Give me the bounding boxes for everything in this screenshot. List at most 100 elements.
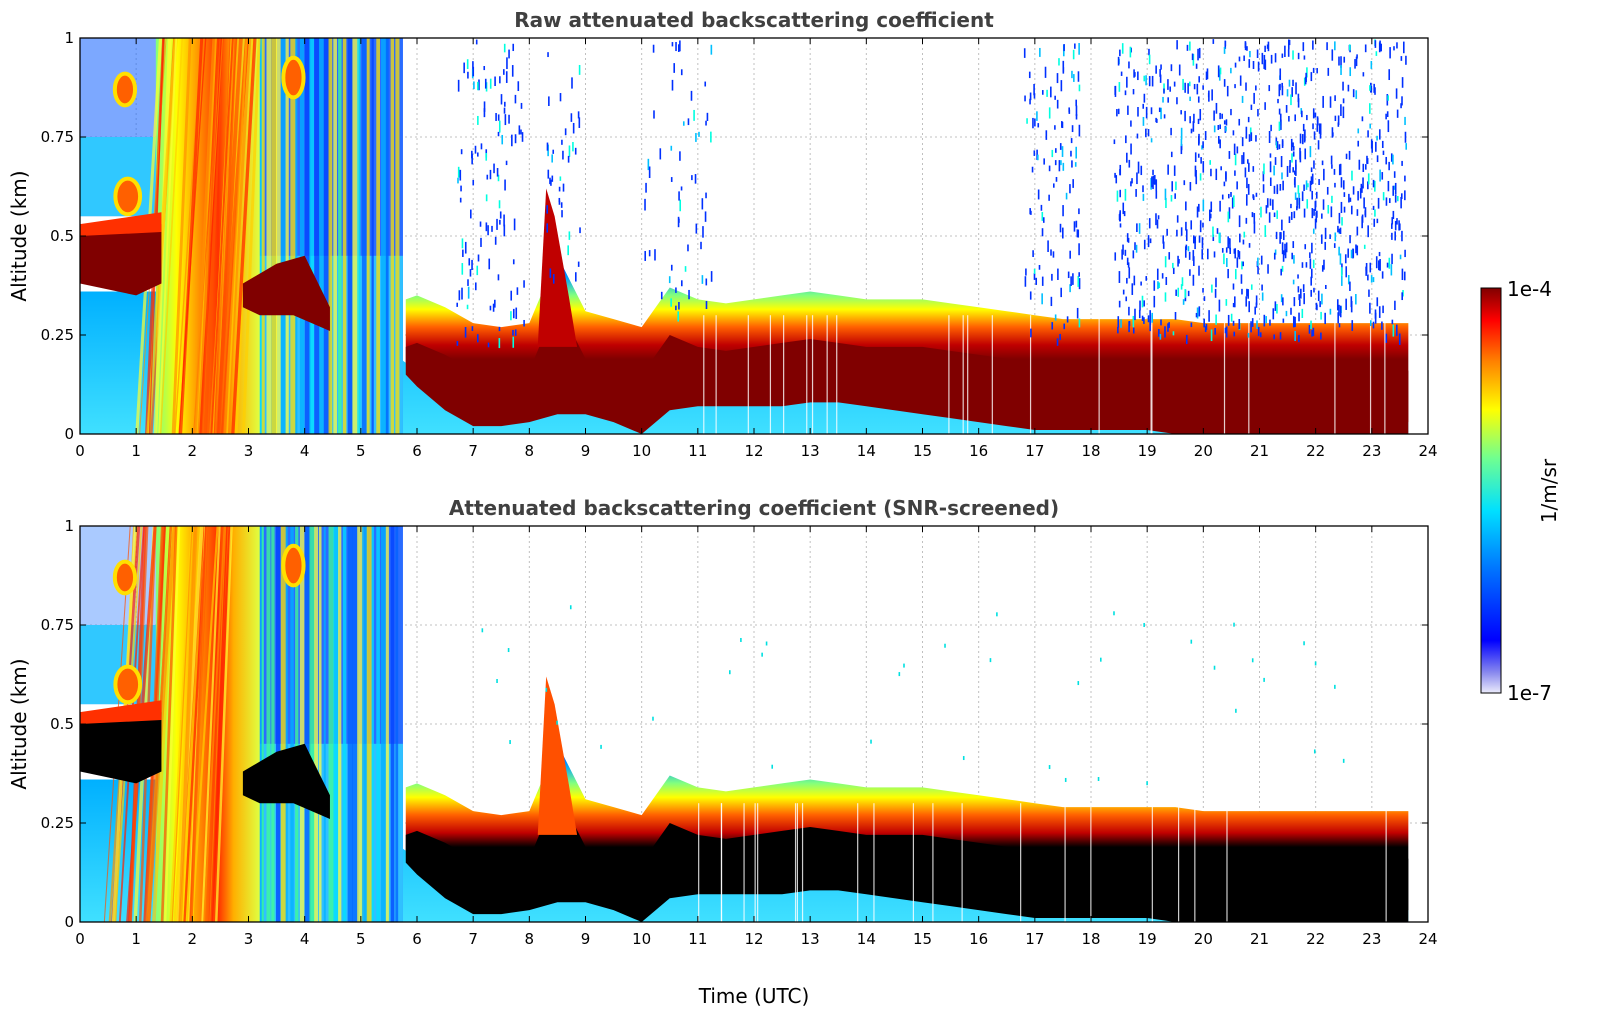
- precip-streak: [385, 38, 389, 434]
- noise-speckle: [1137, 107, 1139, 117]
- noise-speckle: [1070, 276, 1072, 286]
- noise-speckle: [1149, 238, 1152, 244]
- noise-speckle: [1309, 258, 1312, 269]
- precip-streak: [214, 38, 235, 434]
- noise-speckle: [463, 62, 465, 74]
- precip-streak: [290, 526, 294, 922]
- x-tick-label: 12: [744, 442, 763, 460]
- noise-speckle: [476, 334, 479, 343]
- noise-speckle: [1066, 316, 1069, 323]
- noise-speckle: [1118, 300, 1121, 308]
- noise-speckle: [1061, 146, 1064, 157]
- noise-speckle: [1040, 204, 1043, 211]
- noise-speckle: [1334, 95, 1336, 102]
- noise-speckle: [1159, 333, 1162, 340]
- precip-streak: [201, 526, 221, 922]
- precip-streak: [376, 38, 380, 434]
- noise-speckle: [1024, 276, 1027, 287]
- noise-speckle: [1266, 198, 1269, 208]
- noise-speckle: [460, 149, 463, 155]
- noise-speckle: [1050, 296, 1053, 307]
- x-tick-label: 5: [356, 930, 366, 948]
- noise-speckle: [1163, 88, 1165, 94]
- noise-speckle: [1202, 288, 1204, 293]
- noise-speckle: [677, 44, 680, 52]
- noise-speckle: [1133, 69, 1135, 78]
- noise-speckle: [1225, 247, 1228, 253]
- noise-speckle: [514, 134, 517, 144]
- noise-speckle: [1223, 120, 1226, 125]
- noise-speckle: [1312, 40, 1314, 50]
- noise-speckle: [1033, 273, 1036, 280]
- x-tick-label: 7: [468, 442, 478, 460]
- x-tick-label: 14: [857, 930, 876, 948]
- noise-speckle: [1148, 76, 1151, 87]
- noise-speckle: [1206, 68, 1209, 80]
- noise-speckle: [1116, 109, 1118, 117]
- noise-speckle: [1030, 210, 1032, 215]
- noise-speckle: [1292, 146, 1295, 151]
- noise-speckle: [1136, 223, 1138, 232]
- noise-speckle: [1241, 288, 1243, 295]
- x-tick-label: 16: [969, 930, 988, 948]
- noise-speckle: [1275, 141, 1278, 148]
- noise-speckle: [698, 131, 700, 137]
- noise-speckle: [1164, 292, 1167, 302]
- noise-speckle: [1077, 229, 1080, 238]
- noise-speckle: [1313, 749, 1316, 754]
- noise-speckle: [1173, 165, 1176, 176]
- noise-speckle: [1234, 62, 1237, 68]
- noise-speckle: [1078, 208, 1080, 215]
- noise-speckle: [1285, 310, 1288, 317]
- noise-speckle: [1313, 208, 1315, 216]
- noise-speckle: [505, 160, 508, 166]
- noise-speckle: [1310, 276, 1312, 286]
- data-gap: [796, 803, 799, 922]
- noise-speckle: [1329, 96, 1332, 108]
- y-axis-raw: 0 0.25 0.5 0.75 1: [41, 29, 1428, 443]
- precip-streak: [215, 38, 243, 434]
- x-tick-label: 13: [801, 930, 820, 948]
- precip-streak: [231, 38, 257, 434]
- noise-speckle: [1211, 89, 1213, 101]
- noise-speckle: [1405, 55, 1407, 65]
- noise-speckle: [1269, 319, 1271, 326]
- noise-speckle: [1167, 79, 1169, 90]
- noise-speckle: [1198, 235, 1201, 243]
- noise-speckle: [561, 139, 563, 145]
- noise-speckle: [494, 236, 497, 245]
- noise-speckle: [1281, 139, 1284, 148]
- noise-speckle: [1404, 116, 1406, 126]
- noise-speckle: [1149, 314, 1152, 325]
- noise-speckle: [1141, 315, 1144, 321]
- noise-speckle: [1298, 294, 1301, 301]
- noise-speckle: [652, 716, 654, 721]
- noise-speckle: [1297, 185, 1300, 195]
- noise-speckle: [1218, 299, 1221, 312]
- noise-speckle: [1246, 177, 1248, 189]
- noise-speckle: [1367, 181, 1369, 190]
- noise-speckle: [1309, 252, 1311, 259]
- noise-speckle: [1292, 316, 1295, 328]
- noise-speckle: [1292, 279, 1295, 285]
- noise-speckle: [1198, 306, 1201, 317]
- noise-speckle: [695, 133, 697, 142]
- noise-speckle: [1189, 96, 1191, 102]
- noise-speckle: [1292, 167, 1294, 173]
- noise-speckle: [1126, 76, 1128, 88]
- noise-speckle: [1378, 129, 1381, 140]
- noise-speckle: [1078, 43, 1080, 55]
- noise-speckle: [1232, 130, 1235, 136]
- noise-speckle: [472, 61, 474, 72]
- noise-speckle: [1182, 299, 1185, 305]
- data-gap: [1020, 803, 1022, 922]
- x-tick-label: 10: [632, 930, 651, 948]
- noise-speckle: [1230, 108, 1232, 116]
- noise-speckle: [1198, 265, 1200, 276]
- noise-speckle: [1311, 190, 1314, 200]
- x-tick-label: 17: [1025, 442, 1044, 460]
- precip-streak: [314, 38, 320, 434]
- noise-speckle: [1143, 75, 1146, 82]
- noise-speckle: [1123, 210, 1126, 217]
- noise-speckle: [1132, 89, 1135, 95]
